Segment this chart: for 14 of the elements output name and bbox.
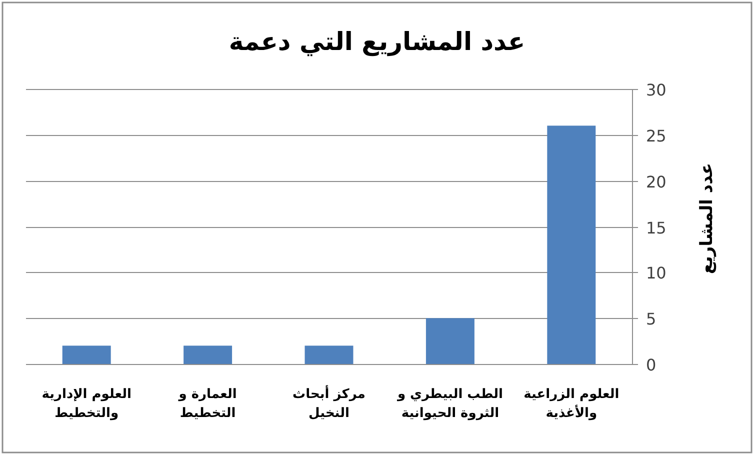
- y-tick-label: 30: [646, 80, 666, 100]
- y-tick-label: 5: [646, 310, 656, 328]
- x-tick-label: العلوم الزراعية والأغذية: [524, 387, 620, 421]
- y-tick-label: 25: [646, 126, 666, 146]
- y-axis-title: عدد المشاريع: [697, 162, 717, 274]
- x-tick-label: العمارة و التخطيط: [178, 387, 237, 421]
- chart-title: عدد المشاريع التي دعمة: [228, 27, 526, 57]
- y-tick-label: 20: [646, 172, 666, 192]
- y-tick-label: 10: [646, 264, 666, 282]
- x-tick-label: العلوم الإدارية والتخطيط: [42, 387, 132, 421]
- x-tick-label: مركز أبحاث النخيل: [292, 385, 366, 421]
- y-tick-label: 15: [646, 218, 666, 238]
- x-tick-label: الطب البيطري و الثروة الحيوانية: [396, 387, 503, 421]
- y-tick-label: 0: [646, 356, 656, 374]
